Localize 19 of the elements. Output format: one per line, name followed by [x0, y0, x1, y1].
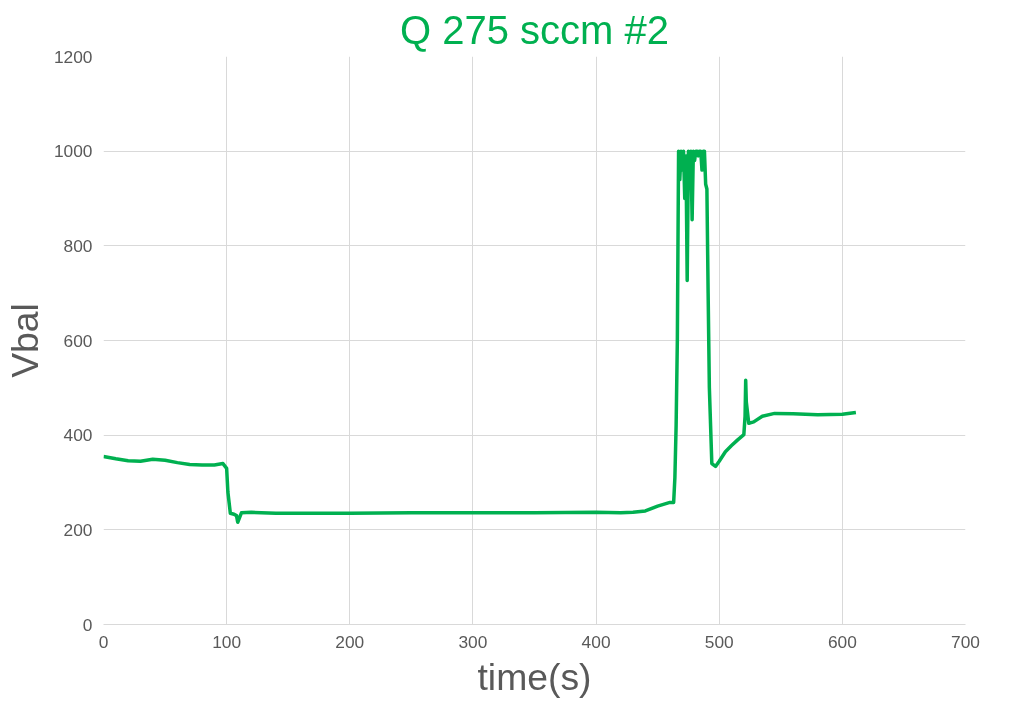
x-tick-label: 500	[704, 631, 734, 652]
y-tick-label: 600	[63, 330, 93, 351]
x-axis-title: time(s)	[477, 655, 592, 698]
x-tick-label: 600	[827, 631, 857, 652]
line-series	[103, 149, 858, 525]
x-tick-label: 0	[98, 631, 109, 652]
x-tick-label: 700	[951, 631, 980, 652]
y-tick-label: 400	[63, 425, 93, 446]
x-tick-label: 100	[212, 631, 242, 652]
y-tick-label: 200	[63, 519, 93, 540]
x-tick-label: 400	[581, 631, 611, 652]
x-tick-label: 300	[458, 631, 488, 652]
y-tick-label: 0	[82, 614, 93, 635]
y-axis-title: Vbal	[3, 303, 46, 378]
y-tick-label: 1000	[53, 141, 93, 162]
chart-title: Q 275 sccm #2	[400, 7, 670, 52]
x-tick-label: 200	[335, 631, 365, 652]
y-tick-label: 800	[63, 235, 93, 256]
y-tick-label: 1200	[53, 46, 93, 67]
